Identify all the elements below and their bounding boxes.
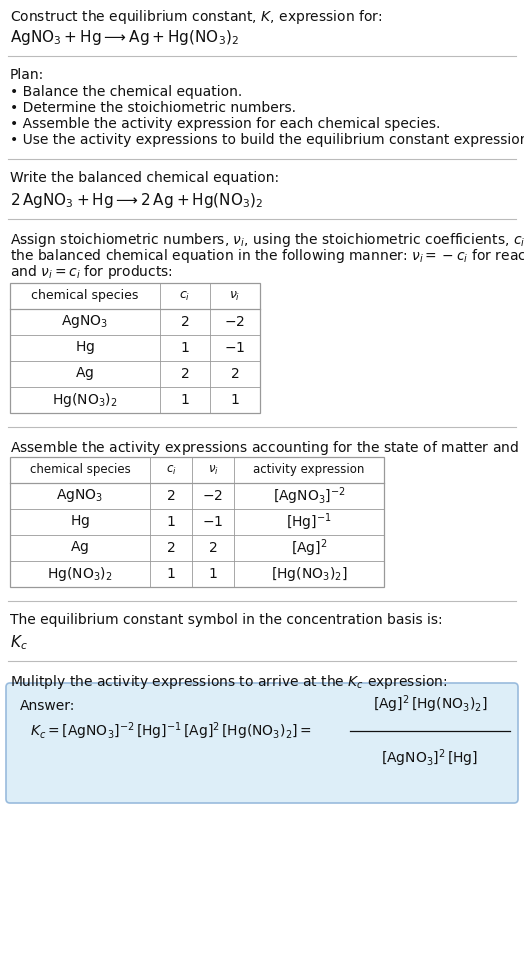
Text: $\mathrm{AgNO_3}$: $\mathrm{AgNO_3}$: [57, 487, 104, 504]
Text: $c_i$: $c_i$: [179, 289, 191, 302]
Text: 1: 1: [209, 567, 217, 581]
Text: $\mathrm{Ag}$: $\mathrm{Ag}$: [70, 540, 90, 557]
Bar: [10, 457, 384, 587]
Text: 1: 1: [167, 567, 176, 581]
Bar: [10, 457, 384, 587]
Text: $[\mathrm{AgNO_3}]^2\,[\mathrm{Hg}]$: $[\mathrm{AgNO_3}]^2\,[\mathrm{Hg}]$: [381, 747, 478, 768]
Text: $\mathrm{Hg}$: $\mathrm{Hg}$: [70, 514, 90, 530]
Text: The equilibrium constant symbol in the concentration basis is:: The equilibrium constant symbol in the c…: [10, 613, 443, 627]
Text: 2: 2: [209, 541, 217, 555]
Text: $-2$: $-2$: [202, 489, 224, 503]
FancyBboxPatch shape: [6, 683, 518, 803]
Text: $\nu_i$: $\nu_i$: [208, 463, 219, 477]
Text: the balanced chemical equation in the following manner: $\nu_i = -c_i$ for react: the balanced chemical equation in the fo…: [10, 247, 524, 265]
Text: Answer:: Answer:: [20, 699, 75, 713]
Text: $[\mathrm{Hg(NO_3)_2}]$: $[\mathrm{Hg(NO_3)_2}]$: [271, 565, 347, 583]
Text: $K_c$: $K_c$: [10, 633, 28, 652]
Text: 2: 2: [167, 489, 176, 503]
Text: $[\mathrm{Ag}]^{2}$: $[\mathrm{Ag}]^{2}$: [291, 537, 328, 559]
Text: Assign stoichiometric numbers, $\nu_i$, using the stoichiometric coefficients, $: Assign stoichiometric numbers, $\nu_i$, …: [10, 231, 524, 249]
Text: 2: 2: [181, 315, 189, 329]
Text: chemical species: chemical species: [30, 463, 130, 477]
Text: 1: 1: [181, 393, 190, 407]
Text: Assemble the activity expressions accounting for the state of matter and $\nu_i$: Assemble the activity expressions accoun…: [10, 439, 524, 457]
Text: $[\mathrm{AgNO_3}]^{-2}$: $[\mathrm{AgNO_3}]^{-2}$: [272, 485, 345, 507]
Text: $\mathrm{Hg(NO_3)_2}$: $\mathrm{Hg(NO_3)_2}$: [52, 391, 118, 409]
Text: 1: 1: [167, 515, 176, 529]
Text: 2: 2: [167, 541, 176, 555]
Text: and $\nu_i = c_i$ for products:: and $\nu_i = c_i$ for products:: [10, 263, 173, 281]
Text: $[\mathrm{Ag}]^2\,[\mathrm{Hg(NO_3)_2}]$: $[\mathrm{Ag}]^2\,[\mathrm{Hg(NO_3)_2}]$: [373, 694, 487, 715]
Text: $-1$: $-1$: [202, 515, 224, 529]
Bar: [10, 283, 260, 413]
Text: activity expression: activity expression: [253, 463, 365, 477]
Text: $c_i$: $c_i$: [166, 463, 177, 477]
Text: • Determine the stoichiometric numbers.: • Determine the stoichiometric numbers.: [10, 101, 296, 115]
Text: $[\mathrm{Hg}]^{-1}$: $[\mathrm{Hg}]^{-1}$: [286, 511, 332, 533]
Text: chemical species: chemical species: [31, 290, 139, 302]
Text: $\mathrm{AgNO_3}$: $\mathrm{AgNO_3}$: [61, 314, 108, 330]
Text: 2: 2: [181, 367, 189, 381]
Text: • Balance the chemical equation.: • Balance the chemical equation.: [10, 85, 242, 99]
Text: $\nu_i$: $\nu_i$: [230, 289, 241, 302]
Text: 2: 2: [231, 367, 239, 381]
Text: $-1$: $-1$: [224, 341, 246, 355]
Text: $K_c = [\mathrm{AgNO_3}]^{-2}\,[\mathrm{Hg}]^{-1}\,[\mathrm{Ag}]^{2}\,[\mathrm{H: $K_c = [\mathrm{AgNO_3}]^{-2}\,[\mathrm{…: [30, 721, 312, 742]
Text: $-2$: $-2$: [224, 315, 246, 329]
Text: $\mathrm{AgNO_3 + Hg} \longrightarrow \mathrm{Ag + Hg(NO_3)_2}$: $\mathrm{AgNO_3 + Hg} \longrightarrow \m…: [10, 28, 239, 47]
Text: $\mathrm{2\,AgNO_3 + Hg} \longrightarrow \mathrm{2\,Ag + Hg(NO_3)_2}$: $\mathrm{2\,AgNO_3 + Hg} \longrightarrow…: [10, 191, 264, 210]
Bar: [10, 283, 260, 413]
Text: Mulitply the activity expressions to arrive at the $K_c$ expression:: Mulitply the activity expressions to arr…: [10, 673, 447, 691]
Text: $\mathrm{Ag}$: $\mathrm{Ag}$: [75, 366, 94, 383]
Text: • Assemble the activity expression for each chemical species.: • Assemble the activity expression for e…: [10, 117, 440, 131]
Text: $\mathrm{Hg}$: $\mathrm{Hg}$: [75, 340, 95, 357]
Text: 1: 1: [181, 341, 190, 355]
Text: • Use the activity expressions to build the equilibrium constant expression.: • Use the activity expressions to build …: [10, 133, 524, 147]
Text: $\mathrm{Hg(NO_3)_2}$: $\mathrm{Hg(NO_3)_2}$: [47, 565, 113, 583]
Text: Construct the equilibrium constant, $K$, expression for:: Construct the equilibrium constant, $K$,…: [10, 8, 383, 26]
Text: Plan:: Plan:: [10, 68, 44, 82]
Text: Write the balanced chemical equation:: Write the balanced chemical equation:: [10, 171, 279, 185]
Text: 1: 1: [231, 393, 239, 407]
